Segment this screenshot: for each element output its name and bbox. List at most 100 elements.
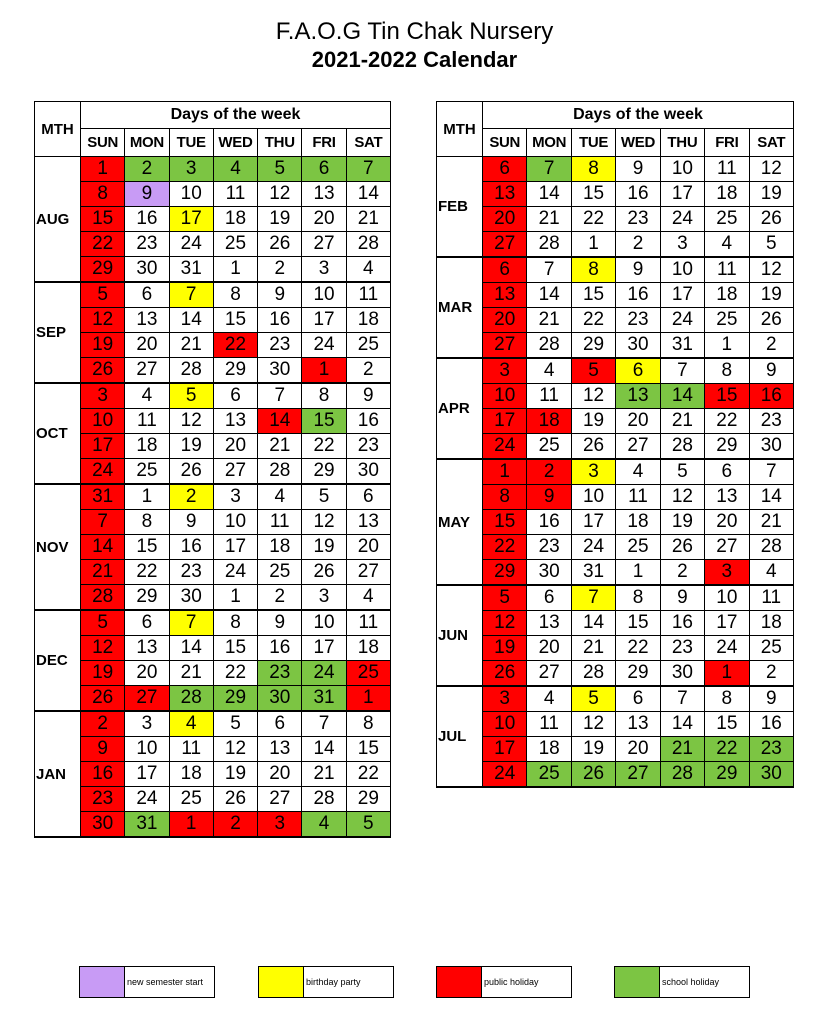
weekday-header-mon: MON bbox=[526, 128, 572, 157]
legend-birthday-party: birthday party bbox=[258, 966, 394, 998]
day-cell: 30 bbox=[748, 761, 795, 788]
week-row: 13 14 15 16 17 18 19 bbox=[437, 282, 795, 308]
day-cell: 13 bbox=[301, 181, 347, 207]
day-cell: 23 bbox=[748, 408, 795, 434]
day-cell: 1 bbox=[704, 660, 750, 687]
day-cell: 20 bbox=[212, 433, 259, 459]
day-cell: 28 bbox=[659, 433, 706, 460]
day-cell: 18 bbox=[168, 761, 214, 787]
day-cell: 3 bbox=[301, 256, 347, 283]
day-cell: 18 bbox=[615, 509, 661, 535]
week-row: 17 18 19 20 21 22 23 bbox=[35, 433, 392, 459]
legend-swatch bbox=[615, 967, 660, 997]
day-cell: 17 bbox=[79, 433, 126, 459]
day-cell: 24 bbox=[481, 433, 528, 460]
day-cell: 12 bbox=[570, 711, 617, 737]
day-cell: 23 bbox=[615, 307, 661, 333]
day-cell: 19 bbox=[301, 534, 347, 560]
calendar-body: FEB 6 7 8 9 10 11 12 13 14 15 16 17 18 19 20 21 22 23 24 25 2… bbox=[436, 156, 795, 788]
week-row: NOV 31 1 2 3 4 5 6 bbox=[34, 483, 392, 611]
day-cell: 28 bbox=[79, 584, 126, 611]
day-cell: 1 bbox=[124, 483, 170, 510]
day-cell: 23 bbox=[79, 786, 126, 812]
day-cell: 6 bbox=[526, 584, 572, 611]
day-cell: 16 bbox=[615, 181, 661, 207]
day-cell: 3 bbox=[481, 357, 528, 384]
day-cell: 20 bbox=[526, 635, 572, 661]
day-cell: 10 bbox=[168, 181, 214, 207]
day-cell: 21 bbox=[168, 660, 214, 686]
week-row: JUL 3 4 5 6 7 8 9 bbox=[436, 685, 795, 788]
legend-public-holiday: public holiday bbox=[436, 966, 572, 998]
week-row: 28 29 30 1 2 3 4 bbox=[35, 584, 392, 611]
week-row: 16 17 18 19 20 21 22 bbox=[35, 761, 392, 787]
day-cell: 11 bbox=[526, 711, 572, 737]
day-cell: 17 bbox=[124, 761, 170, 787]
day-cell: 31 bbox=[301, 685, 347, 712]
day-cell: 11 bbox=[257, 509, 303, 535]
day-cell: 18 bbox=[124, 433, 170, 459]
day-cell: 14 bbox=[748, 484, 795, 510]
week-row: 24 25 26 27 28 29 30 bbox=[437, 433, 795, 460]
month-label: MAY bbox=[436, 458, 483, 586]
day-cell: 9 bbox=[748, 685, 795, 712]
day-cell: 16 bbox=[659, 610, 706, 636]
day-cell: 12 bbox=[659, 484, 706, 510]
week-row: 17 18 19 20 21 22 23 bbox=[437, 736, 795, 762]
day-cell: 30 bbox=[526, 559, 572, 586]
day-cell: 28 bbox=[168, 357, 214, 384]
day-cell: 4 bbox=[257, 483, 303, 510]
day-cell: 26 bbox=[79, 357, 126, 384]
weekday-header-fri: FRI bbox=[301, 128, 347, 157]
weekday-header-mon: MON bbox=[124, 128, 170, 157]
day-cell: 18 bbox=[704, 282, 750, 308]
day-cell: 11 bbox=[615, 484, 661, 510]
day-cell: 14 bbox=[257, 408, 303, 434]
day-cell: 25 bbox=[526, 761, 572, 788]
day-cell: 3 bbox=[301, 584, 347, 611]
weekday-header-tue: TUE bbox=[168, 128, 214, 157]
day-cell: 13 bbox=[345, 509, 392, 535]
day-cell: 14 bbox=[79, 534, 126, 560]
day-cell: 29 bbox=[301, 458, 347, 485]
week-row: 21 22 23 24 25 26 27 bbox=[35, 559, 392, 585]
day-cell: 16 bbox=[345, 408, 392, 434]
day-cell: 2 bbox=[748, 332, 795, 359]
day-cell: 21 bbox=[257, 433, 303, 459]
day-cell: 23 bbox=[168, 559, 214, 585]
day-cell: 8 bbox=[570, 256, 617, 283]
day-cell: 1 bbox=[168, 811, 214, 838]
day-cell: 28 bbox=[659, 761, 706, 788]
week-row: 8 9 10 11 12 13 14 bbox=[437, 484, 795, 510]
day-cell: 7 bbox=[345, 156, 392, 182]
day-cell: 20 bbox=[704, 509, 750, 535]
weekday-header-thu: THU bbox=[659, 128, 706, 157]
day-cell: 5 bbox=[345, 811, 392, 838]
day-cell: 19 bbox=[570, 736, 617, 762]
day-cell: 15 bbox=[79, 206, 126, 232]
day-cell: 14 bbox=[659, 711, 706, 737]
day-cell: 3 bbox=[124, 710, 170, 737]
day-cell: 6 bbox=[481, 156, 528, 182]
page-subtitle: 2021-2022 Calendar bbox=[311, 47, 518, 72]
legend-swatch bbox=[437, 967, 482, 997]
day-cell: 9 bbox=[124, 181, 170, 207]
day-cell: 30 bbox=[615, 332, 661, 359]
day-cell: 20 bbox=[345, 534, 392, 560]
day-cell: 21 bbox=[659, 736, 706, 762]
day-cell: 20 bbox=[257, 761, 303, 787]
day-cell: 4 bbox=[615, 458, 661, 485]
day-cell: 29 bbox=[704, 761, 750, 788]
day-cell: 8 bbox=[212, 281, 259, 308]
weekday-header-sat: SAT bbox=[748, 128, 795, 157]
day-cell: 12 bbox=[168, 408, 214, 434]
day-cell: 16 bbox=[168, 534, 214, 560]
day-cell: 1 bbox=[704, 332, 750, 359]
day-cell: 11 bbox=[704, 156, 750, 182]
day-cell: 5 bbox=[301, 483, 347, 510]
day-cell: 11 bbox=[124, 408, 170, 434]
weekday-header-fri: FRI bbox=[704, 128, 750, 157]
day-cell: 30 bbox=[748, 433, 795, 460]
day-cell: 26 bbox=[212, 786, 259, 812]
day-cell: 1 bbox=[481, 458, 528, 485]
